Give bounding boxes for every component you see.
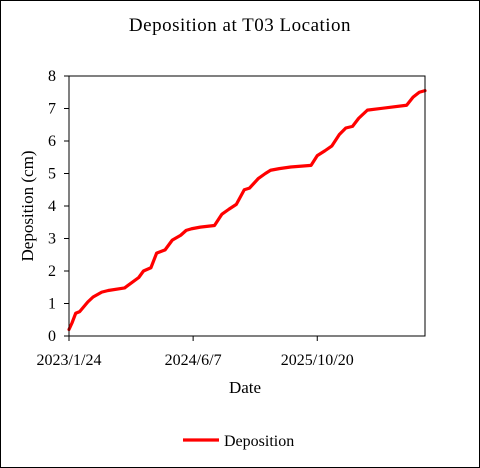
x-tick-label: 2023/1/24	[37, 352, 102, 369]
x-tick-label: 2024/6/7	[165, 352, 222, 369]
y-tick-label: 7	[48, 101, 56, 118]
chart-title: Deposition at T03 Location	[128, 15, 352, 36]
y-axis-title: Deposition (cm)	[18, 151, 37, 262]
plot-area	[68, 75, 426, 337]
y-tick-label: 6	[48, 133, 56, 150]
x-axis-title: Date	[229, 378, 261, 397]
x-tick-label: 2025/10/20	[281, 352, 354, 369]
y-tick-label: 3	[48, 231, 56, 248]
deposition-series-line	[67, 89, 427, 332]
y-tick-label: 2	[48, 263, 56, 280]
y-axis-ticks: 0 1 2 3 4 5 6 7 8	[48, 68, 69, 345]
y-tick-label: 8	[48, 68, 56, 85]
x-axis-ticks: 2023/1/24 2024/6/7 2025/10/20	[37, 336, 354, 369]
legend: Deposition	[183, 433, 294, 450]
y-tick-label: 1	[48, 296, 56, 313]
y-tick-label: 0	[48, 328, 56, 345]
legend-label-deposition: Deposition	[224, 433, 294, 450]
y-tick-label: 4	[48, 198, 56, 215]
y-tick-label: 5	[48, 166, 56, 183]
